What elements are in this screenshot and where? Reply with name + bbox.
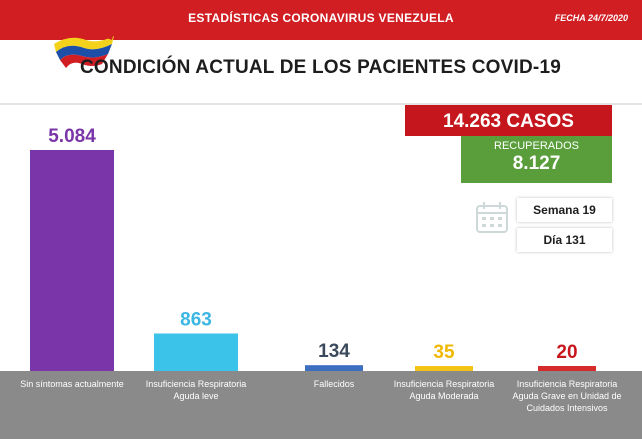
total-cases-box: 14.263 CASOS: [405, 105, 612, 136]
bar-value-label: 863: [180, 309, 212, 330]
venezuela-flag-logo: [54, 32, 114, 68]
divider: [0, 103, 642, 105]
recovered-label: RECUPERADOS: [494, 140, 579, 152]
bar-value-label: 35: [433, 342, 455, 363]
recovered-box: RECUPERADOS 8.127: [461, 136, 612, 183]
bar-value-label: 20: [556, 342, 577, 363]
bar-value-label: 134: [318, 341, 350, 362]
category-label: Sin síntomas actualmente: [20, 379, 124, 389]
bar-0: [30, 150, 114, 371]
bar-2: [305, 365, 363, 371]
bar-3: [415, 366, 473, 371]
bar-value-label: 5.084: [48, 126, 96, 147]
category-label: Insuficiencia Respiratoria Aguda leve: [145, 379, 247, 401]
week-box: Semana 19: [517, 198, 612, 222]
recovered-value: 8.127: [512, 153, 561, 174]
bar-4: [538, 366, 596, 371]
category-label: Fallecidos: [313, 379, 355, 389]
banner-date: FECHA 24/7/2020: [554, 13, 628, 23]
chart-headline: CONDICIÓN ACTUAL DE LOS PACIENTES COVID-…: [80, 57, 561, 78]
calendar-icon: [476, 202, 508, 233]
banner-title: ESTADÍSTICAS CORONAVIRUS VENEZUELA: [188, 11, 454, 25]
category-footer: [0, 371, 642, 439]
day-box: Día 131: [517, 228, 612, 252]
category-label: Insuficiencia Respiratoria Aguda Grave e…: [512, 379, 622, 413]
bar-1: [154, 333, 238, 371]
category-label: Insuficiencia Respiratoria Aguda Moderad…: [393, 379, 495, 401]
